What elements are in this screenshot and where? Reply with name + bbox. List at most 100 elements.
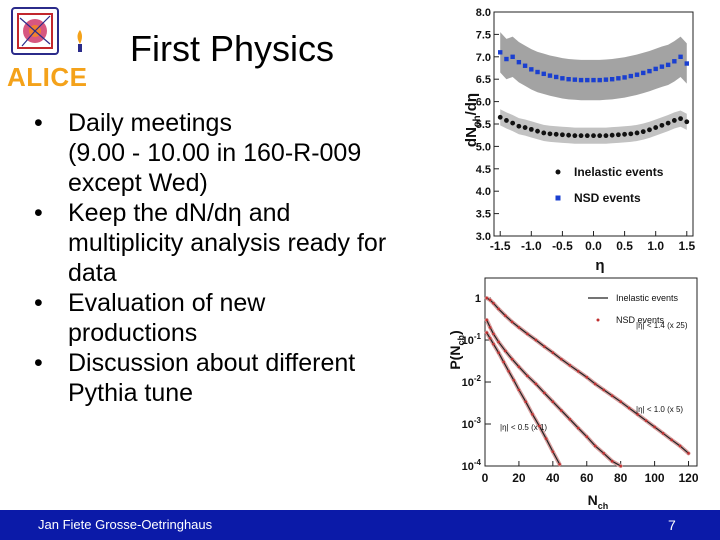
data-point (591, 77, 596, 83)
data-point (659, 64, 665, 69)
data-point (504, 314, 507, 317)
data-point (665, 120, 671, 126)
data-point (647, 127, 652, 133)
data-point (510, 357, 514, 361)
legend-label: Inelastic events (574, 165, 664, 179)
data-point (622, 131, 627, 137)
y-tick-label: 10-3 (462, 416, 482, 431)
data-point (488, 336, 492, 340)
data-point (516, 59, 522, 65)
y-tick-label: 1 (475, 293, 481, 305)
data-point (670, 438, 673, 442)
bullet-marker: • (34, 199, 43, 227)
data-point (602, 452, 606, 455)
data-point (566, 132, 572, 138)
bullet-item: • Keep the dN/dη and multiplicity analys… (30, 198, 440, 288)
data-point (628, 131, 634, 137)
data-point (684, 119, 690, 125)
data-point (572, 77, 578, 82)
plot-frame (484, 277, 698, 467)
data-point (551, 400, 555, 403)
data-point (488, 326, 492, 329)
data-point (591, 133, 596, 139)
series-annotation: |η| < 0.5 (x 1) (500, 423, 547, 432)
data-point (678, 116, 683, 122)
data-point (597, 77, 602, 83)
bullet-list: • Daily meetings (9.00 - 10.00 in 160-R-… (30, 108, 440, 408)
x-tick-label: 0.5 (616, 239, 633, 253)
bullet-line: Keep the dN/dη and (68, 199, 291, 227)
data-point (512, 378, 516, 382)
data-point (678, 54, 683, 59)
bullet-line: Discussion about different (68, 349, 356, 377)
data-point (497, 351, 500, 354)
data-point (640, 129, 646, 135)
data-point (566, 77, 571, 82)
data-point (492, 332, 495, 336)
data-point (659, 122, 665, 128)
data-point (528, 126, 534, 132)
y-tick-label: 3.5 (476, 209, 491, 221)
x-tick-label: 0.0 (585, 239, 602, 253)
y-axis-label: dNch/dη (463, 93, 483, 147)
data-point (498, 50, 503, 55)
page-number: 7 (668, 517, 676, 533)
x-tick-label: 120 (679, 471, 699, 485)
data-point (585, 435, 589, 438)
footer-author: Jan Fiete Grosse-Oetringhaus (38, 517, 213, 532)
multiplicity-chart: 1 10-1 10-2 10-3 10-40 20 40 60 80 100 120 P(Nch) Nc… (447, 277, 699, 510)
data-point (497, 114, 503, 120)
data-point (551, 450, 555, 453)
data-point (529, 67, 534, 72)
data-point (603, 133, 609, 139)
bullet-line: multiplicity analysis ready for (68, 229, 387, 257)
data-point (644, 419, 648, 422)
y-tick-label: 4.0 (476, 186, 491, 198)
alice-logo-graphic (11, 7, 82, 55)
data-point (678, 444, 682, 448)
x-tick-label: 60 (580, 471, 594, 485)
x-tick-label: 1.0 (647, 239, 664, 253)
data-point (619, 400, 622, 403)
y-tick-label: 5.0 (476, 141, 491, 153)
bullet-marker: • (34, 109, 43, 137)
data-point (597, 133, 603, 139)
data-point (553, 74, 559, 80)
footer-bar: Jan Fiete Grosse-Oetringhaus 7 (0, 510, 720, 540)
y-tick-label: 4.5 (476, 164, 491, 176)
data-point (593, 444, 597, 448)
data-point (627, 406, 631, 410)
data-point (641, 70, 646, 76)
data-point (687, 452, 690, 455)
data-point (541, 130, 547, 136)
bullet-line: except Wed) (68, 169, 208, 197)
data-point (544, 437, 548, 440)
data-point (578, 133, 584, 139)
data-point (541, 71, 546, 77)
data-point (568, 364, 572, 367)
bullet-line: Daily meetings (68, 109, 232, 137)
data-point (560, 132, 565, 138)
data-point (516, 123, 522, 129)
data-point (535, 69, 540, 75)
data-point (517, 326, 521, 329)
data-point (492, 342, 495, 346)
data-point (576, 426, 580, 430)
data-point (572, 133, 578, 139)
data-point (510, 320, 514, 324)
data-point (610, 459, 614, 463)
bullet-line: (9.00 - 10.00 in 160-R-009 (68, 139, 362, 167)
data-point (526, 374, 529, 378)
y-tick-label: 3.0 (476, 231, 491, 243)
y-tick-label: 10-1 (462, 332, 482, 347)
data-point (609, 77, 615, 82)
data-point (492, 301, 495, 305)
data-point (522, 125, 528, 130)
data-point (602, 388, 606, 392)
data-point (585, 77, 590, 83)
alice-logo: ALICE (4, 6, 96, 92)
bullet-line: Evaluation of new (68, 289, 266, 317)
data-point (568, 417, 572, 421)
data-point (603, 77, 609, 82)
